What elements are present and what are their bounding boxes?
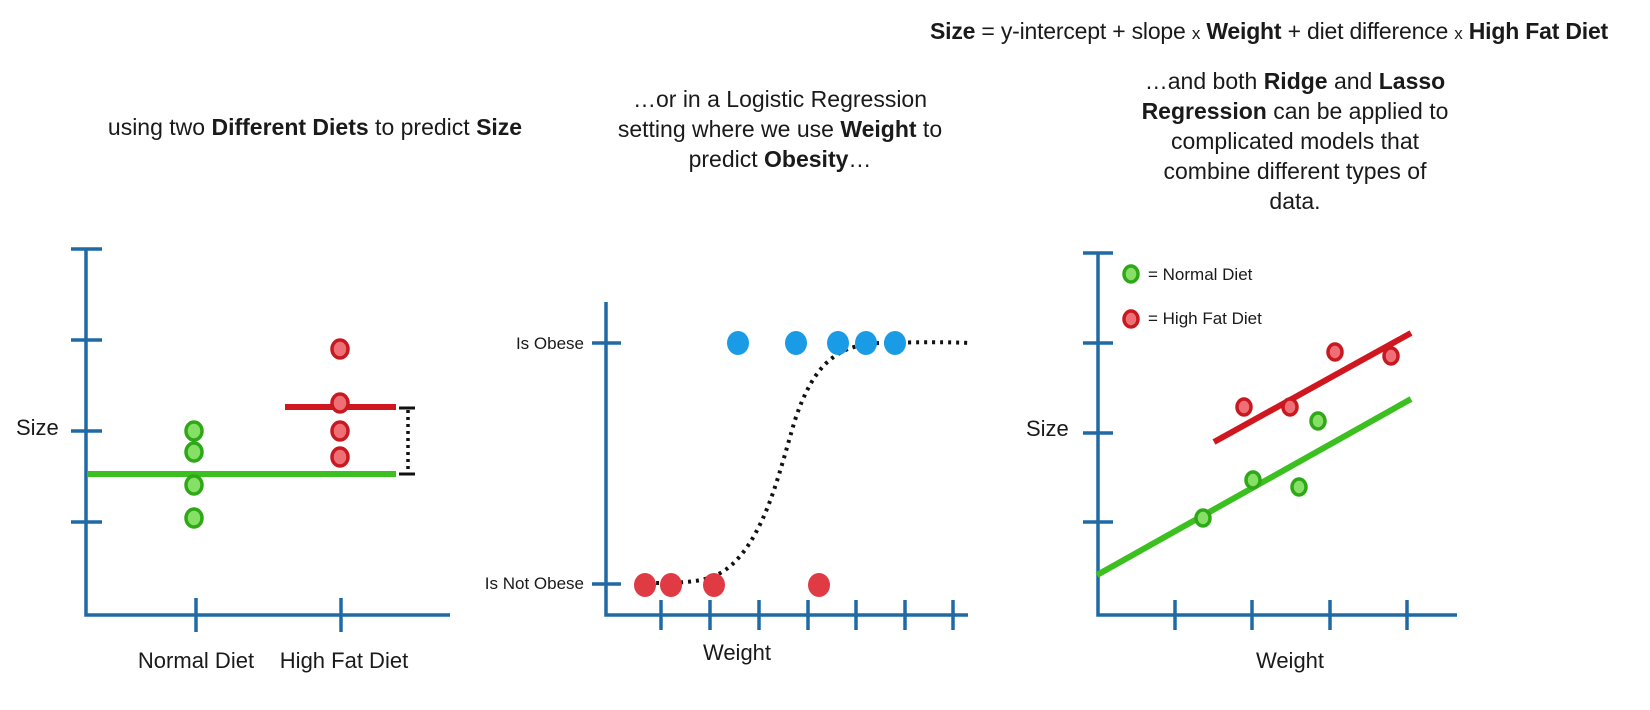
high-fat-diet-point	[1382, 346, 1400, 366]
legend-high-fat-diet-marker	[1122, 309, 1140, 329]
formula-size: Size	[930, 18, 976, 44]
high-fat-diet-point	[1281, 397, 1299, 417]
formula-times-2: x	[1454, 24, 1463, 43]
left-x-category-high-fat: High Fat Diet	[280, 648, 408, 673]
formula-times-1: x	[1191, 24, 1201, 43]
right-x-label: Weight	[1256, 648, 1324, 673]
obese-point	[855, 331, 877, 355]
right-panel: Size Weight = Normal Diet = High Fat Die…	[1026, 251, 1457, 673]
not-obese-point	[808, 573, 830, 597]
middle-x-label: Weight	[703, 640, 771, 665]
logistic-curve	[639, 340, 971, 585]
left-caption: using two Different Diets to predict Siz…	[107, 114, 523, 140]
right-y-label: Size	[1026, 416, 1069, 441]
left-y-axis	[84, 248, 450, 617]
normal-diet-point	[1194, 508, 1212, 528]
formula-high-fat-diet: High Fat Diet	[1468, 18, 1608, 44]
left-y-label: Size	[16, 415, 59, 440]
high-fat-diet-point	[1326, 342, 1344, 362]
obese-point	[884, 331, 906, 355]
normal-diet-point	[1244, 470, 1262, 490]
high-fat-diet-point	[330, 338, 350, 360]
formula-text: Size = y-intercept + slope x Weight + di…	[930, 16, 1640, 49]
formula-intercept-slope: = y-intercept + slope	[975, 18, 1192, 44]
high-fat-diet-regression-line	[1212, 330, 1413, 445]
normal-diet-point	[184, 441, 204, 463]
normal-diet-point	[1290, 477, 1308, 497]
legend-normal-diet-label: = Normal Diet	[1148, 265, 1253, 284]
obese-point	[827, 331, 849, 355]
left-panel: Size Normal Diet High Fat Diet	[16, 247, 450, 673]
right-caption: …and both Ridge and Lasso Regression can…	[1141, 68, 1449, 214]
high-fat-diet-point	[330, 392, 350, 414]
not-obese-point	[634, 573, 656, 597]
tick-label-is-obese: Is Obese	[516, 334, 584, 353]
high-fat-diet-point	[330, 420, 350, 442]
legend-high-fat-diet-label: = High Fat Diet	[1148, 309, 1262, 328]
middle-y-axis	[604, 302, 968, 617]
obese-point	[785, 331, 807, 355]
high-fat-diet-point	[1235, 397, 1253, 417]
high-fat-diet-point	[330, 446, 350, 468]
normal-diet-point	[184, 474, 204, 496]
obese-point	[727, 331, 749, 355]
normal-diet-point	[184, 507, 204, 529]
middle-panel: Is Obese Is Not Obese Weight	[485, 302, 971, 665]
middle-caption: …or in a Logistic Regression setting whe…	[617, 86, 943, 172]
formula-diet-difference: + diet difference	[1281, 18, 1455, 44]
tick-label-is-not-obese: Is Not Obese	[485, 574, 584, 593]
legend-normal-diet-marker	[1122, 264, 1140, 284]
right-y-axis	[1096, 252, 1457, 617]
left-x-category-normal: Normal Diet	[138, 648, 254, 673]
not-obese-point	[660, 573, 682, 597]
normal-diet-point	[184, 420, 204, 442]
normal-diet-point	[1309, 411, 1327, 431]
formula-weight: Weight	[1206, 18, 1282, 44]
not-obese-point	[703, 573, 725, 597]
